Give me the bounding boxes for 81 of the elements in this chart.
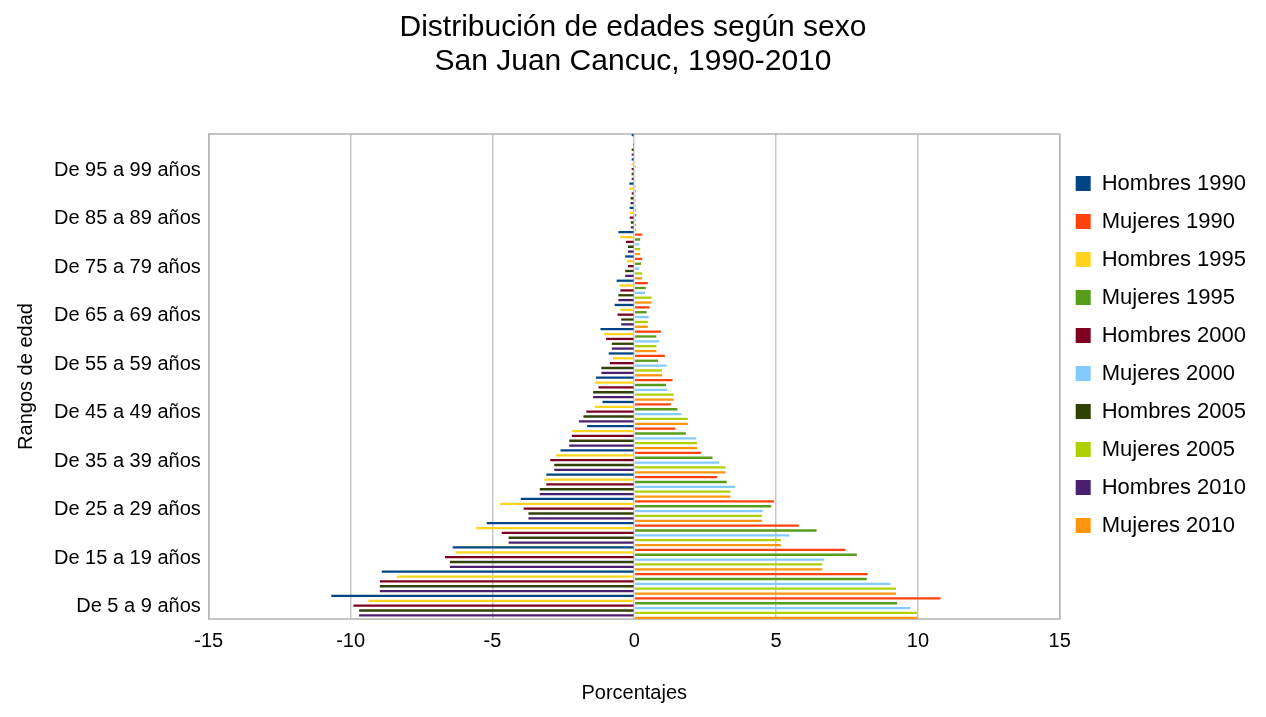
bar bbox=[560, 449, 634, 452]
bar bbox=[634, 398, 674, 401]
bar bbox=[359, 614, 634, 617]
x-tick-label: 5 bbox=[770, 628, 782, 651]
bar bbox=[621, 318, 634, 321]
bar bbox=[379, 580, 634, 583]
bar bbox=[630, 221, 634, 224]
bar bbox=[634, 335, 657, 338]
legend-label: Hombres 2000 bbox=[1101, 321, 1247, 347]
legend-label: Mujeres 2000 bbox=[1101, 359, 1236, 385]
bar bbox=[528, 512, 634, 515]
bar bbox=[634, 500, 775, 503]
bar bbox=[620, 289, 634, 292]
y-tick-label: De 85 a 89 años bbox=[54, 206, 201, 229]
x-tick-label: 0 bbox=[628, 628, 640, 651]
bar bbox=[625, 255, 634, 258]
bar bbox=[508, 541, 634, 544]
y-tick-label: De 75 a 79 años bbox=[54, 254, 201, 277]
y-tick-label: De 95 a 99 años bbox=[54, 157, 201, 180]
x-tick-label: -15 bbox=[194, 628, 224, 651]
x-axis-title: Porcentajes bbox=[581, 680, 688, 703]
bar bbox=[628, 250, 634, 253]
legend-label: Mujeres 2005 bbox=[1101, 435, 1236, 461]
bar bbox=[634, 427, 676, 430]
bar bbox=[608, 352, 634, 355]
bar bbox=[634, 529, 817, 532]
bar bbox=[634, 272, 643, 275]
y-tick-label: De 35 a 39 años bbox=[54, 448, 201, 471]
chart-title: Distribución de edades según sexo San Juan Cancuc, 1990-2010 bbox=[399, 8, 867, 77]
bar bbox=[634, 495, 731, 498]
legend-label: Hombres 1990 bbox=[1101, 169, 1247, 195]
x-tick-label: -5 bbox=[483, 628, 502, 651]
y-axis-title: Rangos de edad bbox=[13, 303, 36, 450]
bar bbox=[611, 347, 634, 350]
legend-label: Mujeres 1990 bbox=[1101, 207, 1236, 233]
bar bbox=[594, 381, 634, 384]
bar bbox=[619, 284, 634, 287]
bar bbox=[634, 403, 671, 406]
bar bbox=[634, 466, 726, 469]
bar bbox=[634, 364, 667, 367]
bar bbox=[583, 415, 634, 418]
bar bbox=[578, 420, 634, 423]
x-tick-label: 15 bbox=[1048, 628, 1071, 651]
legend-label: Mujeres 2010 bbox=[1101, 511, 1236, 537]
bar bbox=[629, 187, 634, 190]
bar bbox=[621, 323, 634, 326]
x-tick-label: 10 bbox=[906, 628, 929, 651]
y-tick-label: De 45 a 49 años bbox=[54, 400, 201, 423]
bar bbox=[634, 306, 650, 309]
bar bbox=[634, 238, 641, 241]
bar bbox=[634, 597, 941, 600]
bar bbox=[634, 432, 686, 435]
bar bbox=[634, 461, 720, 464]
y-tick-label: De 25 a 29 años bbox=[54, 497, 201, 520]
bar bbox=[634, 267, 640, 270]
bar bbox=[546, 483, 634, 486]
legend-label: Hombres 1995 bbox=[1101, 245, 1247, 271]
y-tick-label: De 65 a 69 años bbox=[54, 303, 201, 326]
legend-label: Hombres 2010 bbox=[1101, 473, 1247, 499]
bar bbox=[598, 386, 634, 389]
y-tick-label: De 5 a 9 años bbox=[76, 594, 201, 617]
bar bbox=[634, 563, 823, 566]
bar bbox=[634, 233, 643, 236]
bar bbox=[634, 369, 663, 372]
bar bbox=[630, 226, 634, 229]
bar bbox=[544, 478, 634, 481]
bar bbox=[634, 301, 652, 304]
bar bbox=[359, 609, 634, 612]
legend-label: Mujeres 1995 bbox=[1101, 283, 1236, 309]
bar bbox=[396, 575, 634, 578]
bar bbox=[634, 592, 897, 595]
x-tick-label: -10 bbox=[336, 628, 366, 651]
bar bbox=[528, 517, 634, 520]
legend-label: Hombres 2005 bbox=[1101, 397, 1247, 423]
bar bbox=[634, 330, 661, 333]
y-tick-label: De 15 a 19 años bbox=[54, 545, 201, 568]
y-tick-label: De 55 a 59 años bbox=[54, 351, 201, 374]
bar bbox=[634, 558, 825, 561]
bar bbox=[634, 524, 799, 527]
bar bbox=[452, 546, 634, 549]
bar bbox=[569, 444, 634, 447]
